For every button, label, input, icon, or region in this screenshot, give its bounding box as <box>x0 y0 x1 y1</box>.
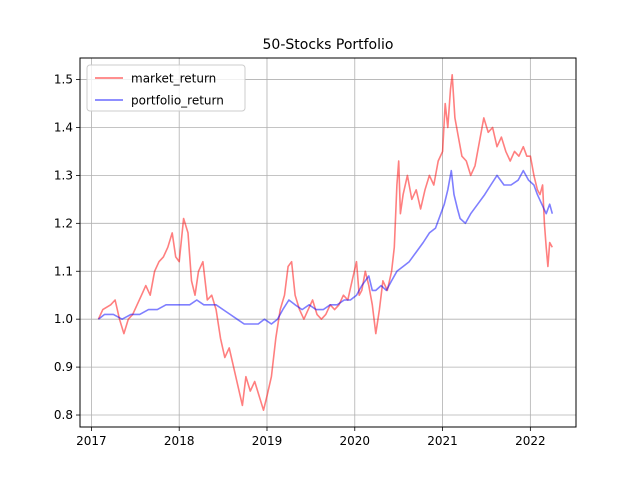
legend-box <box>86 64 246 112</box>
y-tick-label: 1.2 <box>54 216 73 230</box>
y-axis: 0.8 0.9 1.0 1.1 1.2 1.3 1.4 1.5 <box>54 73 80 422</box>
legend-label: portfolio_return <box>131 94 224 108</box>
y-tick-label: 1.5 <box>54 73 73 87</box>
x-tick-label: 2021 <box>427 434 458 448</box>
y-tick-label: 1.0 <box>54 312 73 326</box>
y-tick-label: 0.8 <box>54 408 73 422</box>
x-tick-label: 2022 <box>515 434 546 448</box>
x-axis: 2017 2018 2019 2020 2021 2022 <box>76 427 546 448</box>
series-line-portfolio-return <box>97 169 554 325</box>
grid <box>80 58 576 427</box>
y-tick-label: 1.4 <box>54 120 73 134</box>
x-tick-label: 2020 <box>340 434 371 448</box>
legend: market_return portfolio_return <box>86 64 246 112</box>
legend-label: market_return <box>131 72 216 86</box>
plot-frame <box>79 57 577 428</box>
y-tick-label: 0.9 <box>54 360 73 374</box>
x-tick-label: 2018 <box>164 434 195 448</box>
x-tick-label: 2017 <box>76 434 107 448</box>
y-tick-label: 1.1 <box>54 264 73 278</box>
series-lines <box>97 74 554 411</box>
y-tick-label: 1.3 <box>54 168 73 182</box>
x-tick-label: 2019 <box>252 434 283 448</box>
chart-title: 50-Stocks Portfolio <box>263 37 394 53</box>
